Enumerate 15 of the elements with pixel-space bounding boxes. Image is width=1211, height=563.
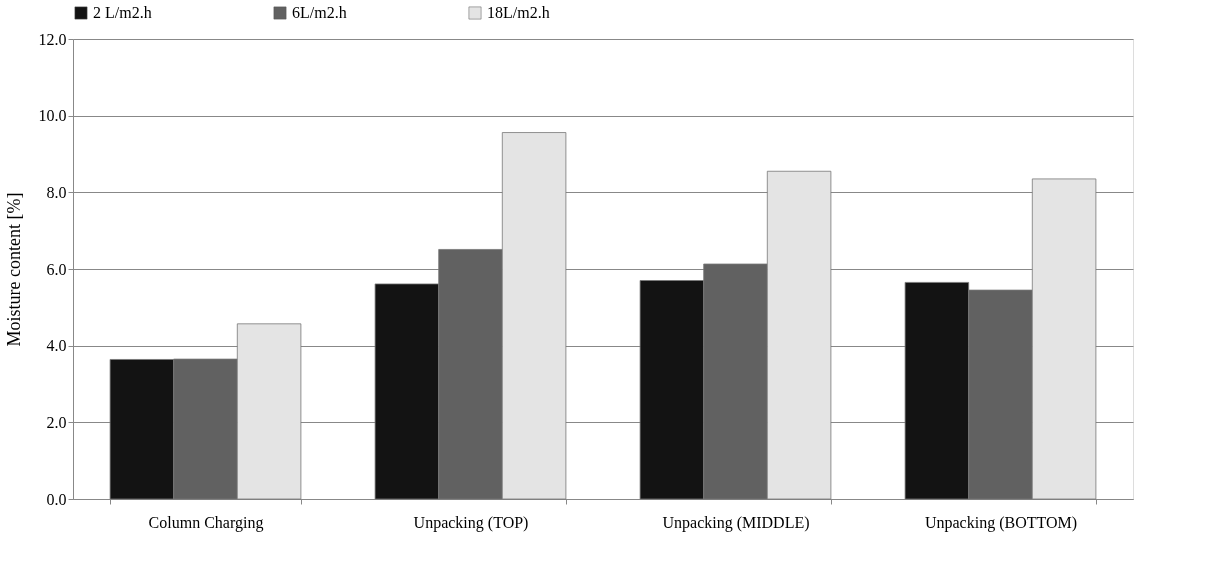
legend-label: 2 L/m2.h (93, 4, 152, 21)
y-tick-label: 0.0 (46, 490, 67, 508)
y-tick-label: 6.0 (46, 260, 67, 278)
legend-label: 6L/m2.h (292, 4, 347, 21)
legend-label: 18L/m2.h (487, 4, 550, 21)
x-tick-label: Column Charging (148, 513, 264, 532)
y-axis-title: Moisture content [%] (3, 192, 24, 347)
x-tick-label: Unpacking (BOTTOM) (924, 513, 1078, 532)
y-tick-label: 10.0 (38, 107, 67, 125)
y-tick-label: 4.0 (46, 337, 67, 355)
y-tick-label: 12.0 (38, 30, 67, 48)
x-tick-label: Unpacking (TOP) (413, 513, 529, 532)
y-tick-label: 8.0 (46, 183, 67, 201)
y-tick-label: 2.0 (46, 413, 67, 431)
x-tick-label: Unpacking (MIDDLE) (662, 513, 810, 532)
